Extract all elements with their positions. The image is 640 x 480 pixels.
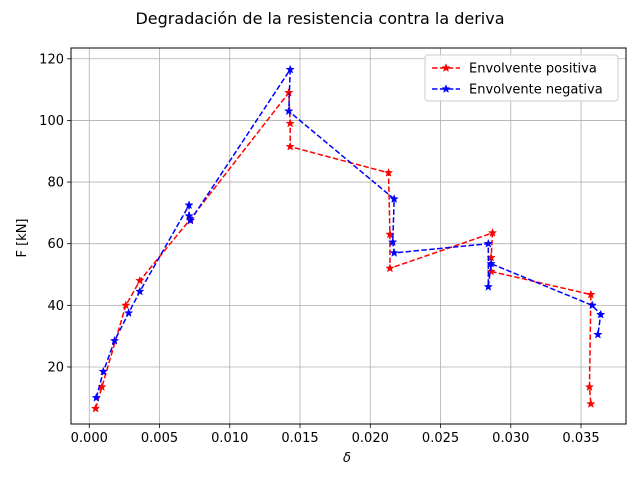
x-tick-label: 0.025 [422, 431, 459, 446]
x-tick-label: 0.000 [71, 431, 108, 446]
x-tick-label: 0.005 [141, 431, 178, 446]
legend-label: Envolvente positiva [469, 62, 597, 77]
y-tick-label: 60 [47, 237, 64, 252]
plot-frame [70, 47, 627, 425]
data-point [285, 64, 295, 74]
y-tick-label: 120 [39, 52, 64, 67]
x-tick-label: 0.035 [562, 431, 599, 446]
legend-marker [441, 63, 451, 72]
data-point [135, 275, 145, 285]
y-tick-label: 100 [39, 114, 64, 129]
data-point [586, 399, 596, 408]
data-point [185, 215, 196, 225]
y-axis-label: F [kN] [15, 218, 30, 257]
y-tick-label: 20 [47, 360, 64, 375]
data-point [593, 329, 603, 339]
data-point [98, 366, 108, 376]
x-tick-label: 0.010 [211, 431, 248, 446]
data-point [385, 263, 395, 273]
data-point [123, 308, 134, 318]
series-envolvente-negativa [91, 64, 606, 402]
x-tick-label: 0.015 [281, 431, 318, 446]
data-point [284, 106, 294, 116]
data-point [91, 392, 101, 402]
series-line [94, 90, 592, 409]
data-point [596, 309, 606, 319]
data-point [483, 281, 493, 291]
data-point [487, 228, 498, 237]
x-axis-label: δ [343, 451, 351, 466]
axis-ticks: 0.000 0.005 0.010 0.015 0.020 0.025 0.030 0.035… [39, 52, 599, 446]
data-point [389, 248, 399, 257]
legend: Envolvente positiva Envolvente negativa [424, 54, 619, 102]
data-point [121, 300, 131, 310]
legend-marker [441, 84, 451, 93]
data-point [584, 382, 595, 391]
legend-box [424, 54, 619, 102]
x-tick-label: 0.020 [352, 431, 389, 446]
x-tick-label: 0.030 [492, 431, 529, 446]
data-point [486, 258, 496, 268]
legend-label: Envolvente negativa [469, 83, 603, 98]
data-point [383, 167, 394, 177]
data-point [388, 237, 398, 247]
data-point [285, 118, 295, 128]
series-line [95, 66, 602, 398]
data-point [285, 141, 295, 151]
y-tick-label: 40 [47, 299, 64, 314]
grid [71, 48, 626, 424]
data-point [90, 403, 101, 413]
series-layer [90, 64, 606, 413]
data-point [586, 289, 596, 299]
data-point [483, 238, 493, 248]
data-point [486, 266, 496, 276]
data-point [184, 211, 194, 220]
y-tick-label: 80 [47, 176, 64, 191]
data-point [109, 335, 120, 345]
data-point [184, 200, 194, 210]
data-point [135, 286, 145, 296]
series-envolvente-positiva [90, 87, 596, 413]
chart-title: Degradación de la resistencia contra la … [135, 9, 504, 28]
data-point [389, 194, 399, 203]
data-point [587, 300, 597, 310]
